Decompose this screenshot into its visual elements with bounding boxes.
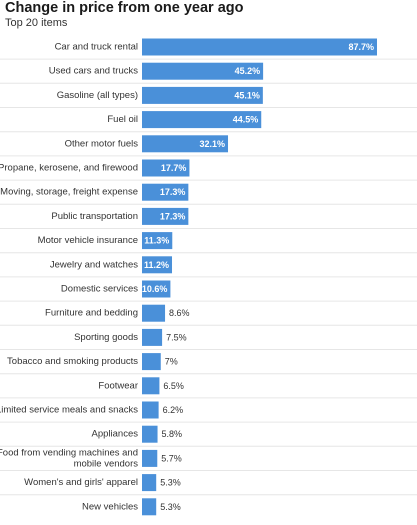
bar <box>142 328 163 346</box>
category-label: mobile vendors <box>74 458 139 469</box>
bar <box>142 86 263 104</box>
category-label: Footwear <box>98 380 138 391</box>
bar <box>142 304 166 322</box>
data-label: 45.1% <box>234 90 260 100</box>
bar <box>142 135 229 153</box>
bar <box>142 256 173 274</box>
bar <box>142 38 377 56</box>
category-label: Motor vehicle insurance <box>38 235 138 246</box>
category-label: Jewelry and watches <box>50 259 138 270</box>
bar <box>142 377 160 395</box>
bar <box>142 280 171 298</box>
data-label: 17.7% <box>161 163 187 173</box>
category-label: Women's and girls' apparel <box>24 477 138 488</box>
bar <box>142 232 173 250</box>
category-label: New vehicles <box>82 501 138 512</box>
data-label: 45.2% <box>235 66 261 76</box>
bar <box>142 474 157 492</box>
bar <box>142 449 158 467</box>
data-label: 8.6% <box>169 308 190 318</box>
data-label: 11.2% <box>144 260 169 270</box>
category-label: Domestic services <box>61 284 138 295</box>
category-label: Other motor fuels <box>65 138 139 149</box>
data-label: 5.7% <box>161 453 182 463</box>
bar <box>142 353 161 371</box>
chart-subtitle: Top 20 items <box>5 17 68 29</box>
bar <box>142 111 262 129</box>
data-label: 17.3% <box>160 211 186 221</box>
bar <box>142 159 190 177</box>
data-label: 7.5% <box>166 332 187 342</box>
data-label: 5.3% <box>160 478 181 488</box>
bar <box>142 401 159 419</box>
data-label: 6.2% <box>163 405 184 415</box>
data-label: 17.3% <box>160 187 186 197</box>
bar <box>142 425 158 443</box>
data-label: 32.1% <box>199 139 225 149</box>
data-label: 5.3% <box>160 502 181 512</box>
data-label: 10.6% <box>142 284 168 294</box>
category-label: Moving, storage, freight expense <box>0 187 138 198</box>
chart-title: Change in price from one year ago <box>5 0 244 16</box>
category-label: Tobacco and smoking products <box>7 356 138 367</box>
category-label: Propane, kerosene, and firewood <box>0 163 138 174</box>
bar <box>142 207 189 225</box>
bar <box>142 62 264 80</box>
category-label: Fuel oil <box>107 114 138 125</box>
category-label: Sporting goods <box>74 332 138 343</box>
category-label: Used cars and trucks <box>49 66 138 77</box>
data-label: 11.3% <box>144 236 169 246</box>
category-label: Furniture and bedding <box>45 308 138 319</box>
category-label: Gasoline (all types) <box>57 90 138 101</box>
category-label: Appliances <box>92 429 139 440</box>
bar <box>142 183 189 201</box>
category-label: Limited service meals and snacks <box>0 405 138 416</box>
data-label: 7% <box>165 357 178 367</box>
category-label: Car and truck rental <box>55 42 138 53</box>
data-label: 6.5% <box>163 381 184 391</box>
data-label: 5.8% <box>162 429 183 439</box>
category-label: Public transportation <box>51 211 138 222</box>
data-label: 44.5% <box>233 115 259 125</box>
category-label: Food from vending machines and <box>0 447 138 458</box>
bar <box>142 498 157 516</box>
data-label: 87.7% <box>348 42 374 52</box>
